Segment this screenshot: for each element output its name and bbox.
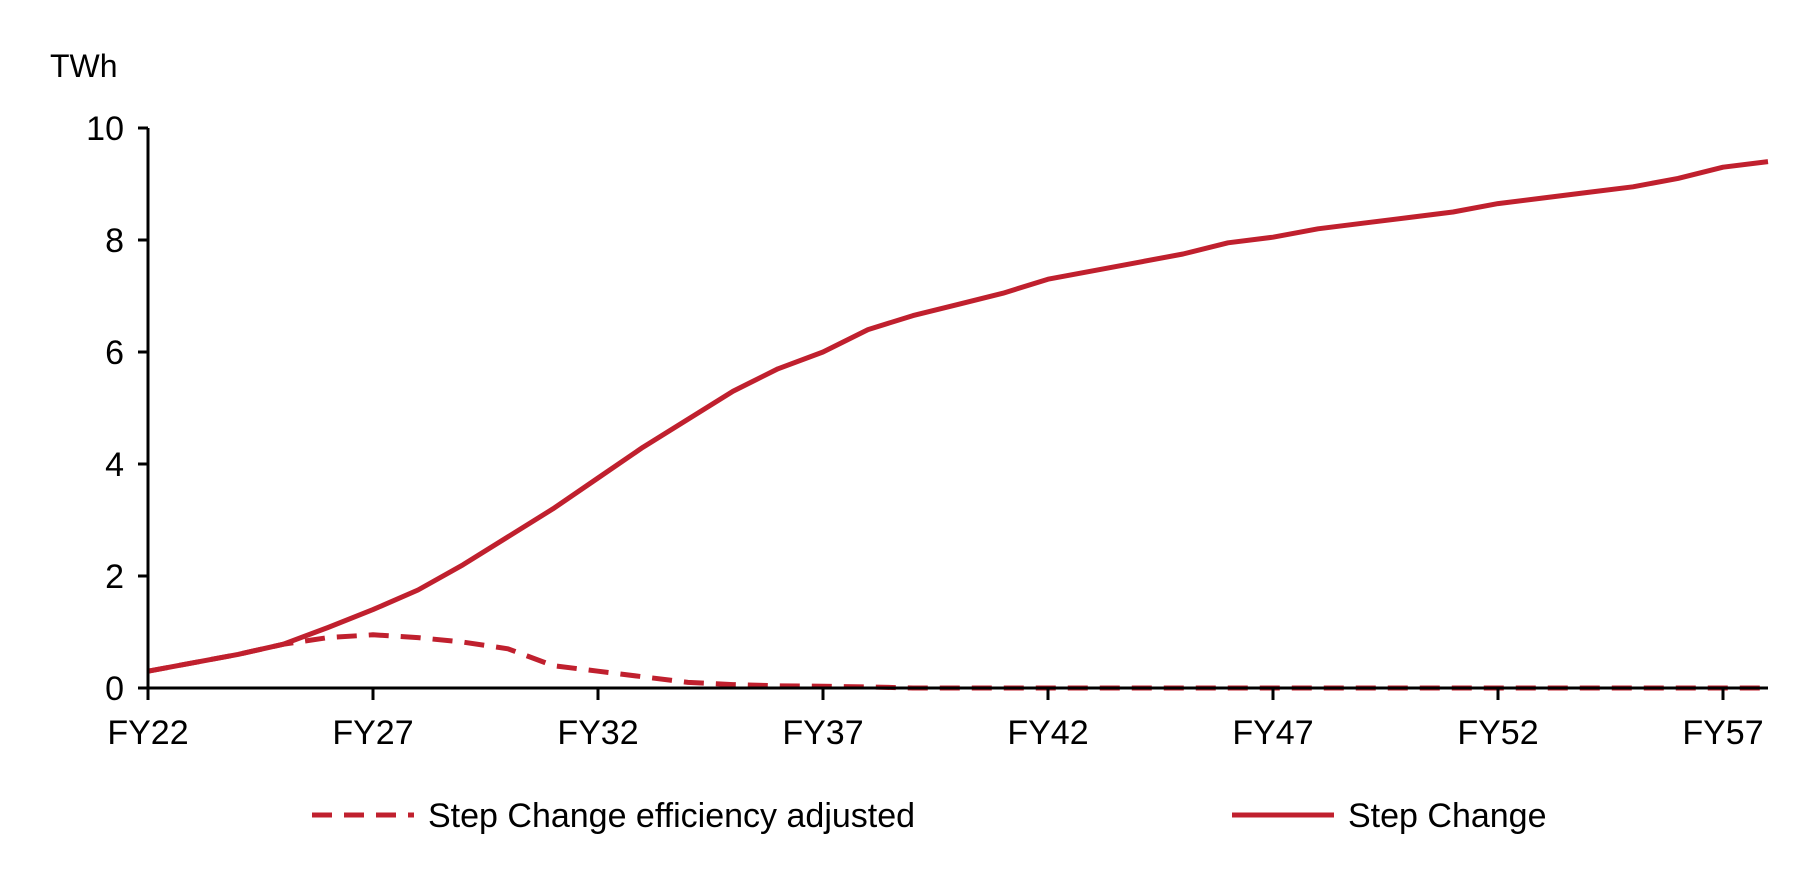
legend: Step Change efficiency adjusted Step Chan… [312,797,1547,835]
y-tick-label: 6 [105,334,124,372]
x-tick-label: FY47 [1232,714,1313,752]
y-tick-label: 0 [105,670,124,708]
series-line-step-change [147,159,1769,674]
y-tick-label: 4 [105,446,124,484]
y-tick-label: 2 [105,558,124,596]
x-axis-ticks: FY22 FY27 FY32 FY37 FY42 FY47 FY52 FY57 [107,688,1764,752]
x-tick-label: FY52 [1457,714,1538,752]
x-tick-label: FY27 [332,714,413,752]
series-line-step-change-efficiency-adjusted [147,632,1768,691]
x-tick-label: FY32 [557,714,638,752]
y-axis-ticks: 0 2 4 6 8 10 [86,110,148,708]
x-tick-label: FY37 [782,714,863,752]
y-axis-unit-label: TWh [50,48,118,84]
x-tick-label: FY22 [107,714,188,752]
series-lines [147,159,1769,691]
legend-label: Step Change efficiency adjusted [428,797,915,835]
legend-label: Step Change [1348,797,1547,835]
y-tick-label: 10 [86,110,124,148]
y-tick-label: 8 [105,222,124,260]
x-tick-label: FY42 [1007,714,1088,752]
x-tick-label: FY57 [1682,714,1763,752]
